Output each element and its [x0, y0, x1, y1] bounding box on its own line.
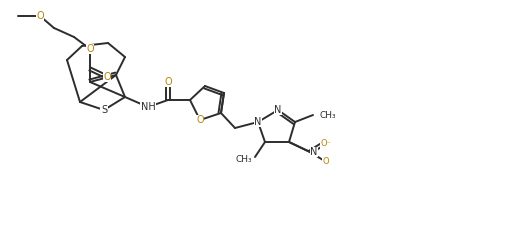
Text: S: S: [101, 105, 107, 115]
Text: O: O: [36, 11, 44, 21]
Text: CH₃: CH₃: [320, 110, 337, 120]
Text: O: O: [86, 44, 94, 54]
Text: CH₃: CH₃: [235, 154, 252, 164]
Text: O: O: [164, 77, 172, 87]
Text: O: O: [196, 115, 204, 125]
Text: NH: NH: [140, 102, 155, 112]
Text: O⁻: O⁻: [320, 140, 331, 148]
Text: N: N: [310, 147, 318, 157]
Text: N: N: [254, 117, 262, 127]
Text: N: N: [275, 105, 282, 115]
Text: O: O: [322, 156, 329, 166]
Text: O: O: [103, 72, 111, 82]
